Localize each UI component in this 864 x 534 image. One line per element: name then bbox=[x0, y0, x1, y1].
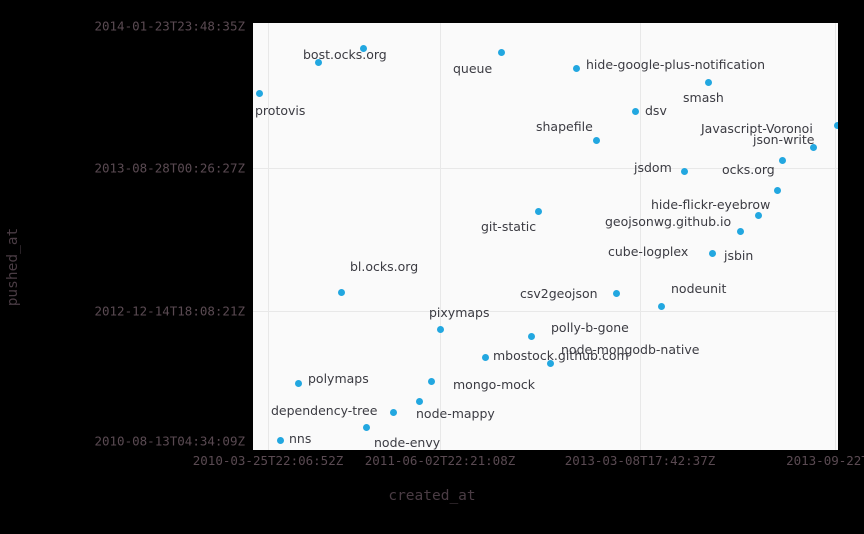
scatter-point-label: polymaps bbox=[308, 370, 369, 386]
x-tick-label: 2010-03-25T22:06:52Z bbox=[192, 453, 344, 468]
scatter-point-label: nns bbox=[289, 430, 312, 446]
scatter-point-label: pixymaps bbox=[429, 304, 490, 320]
scatter-point[interactable] bbox=[314, 58, 322, 66]
gridline-vertical bbox=[268, 23, 269, 450]
scatter-point-label: shapefile bbox=[536, 118, 593, 134]
scatter-point-label: mongo-mock bbox=[453, 376, 536, 392]
scatter-point-label: hide-flickr-eyebrow bbox=[651, 196, 771, 212]
scatter-point[interactable] bbox=[809, 143, 817, 151]
gridline-vertical bbox=[440, 23, 441, 450]
y-tick-label: 2010-08-13T04:34:09Z bbox=[94, 433, 245, 449]
scatter-point[interactable] bbox=[736, 227, 744, 235]
scatter-point-label: git-static bbox=[481, 218, 537, 234]
scatter-point[interactable] bbox=[534, 207, 542, 215]
scatter-point[interactable] bbox=[337, 288, 345, 296]
scatter-point-label: node-mongodb-native bbox=[561, 341, 700, 357]
scatter-point-label: jsbin bbox=[724, 247, 754, 263]
scatter-point-label: bl.ocks.org bbox=[350, 258, 419, 274]
scatter-point[interactable] bbox=[427, 377, 435, 385]
x-tick-label: 2013-09-22T17 bbox=[786, 453, 864, 468]
scatter-point[interactable] bbox=[359, 44, 367, 52]
scatter-point-label: nodeunit bbox=[671, 280, 727, 296]
scatter-point[interactable] bbox=[572, 64, 580, 72]
scatter-point[interactable] bbox=[436, 325, 444, 333]
x-axis-title: created_at bbox=[388, 488, 476, 504]
scatter-point-label: dsv bbox=[645, 102, 667, 118]
gridline-horizontal bbox=[253, 311, 838, 312]
scatter-point[interactable] bbox=[680, 167, 688, 175]
scatter-point[interactable] bbox=[481, 353, 489, 361]
scatter-point-label: bost.ocks.org bbox=[303, 46, 387, 62]
scatter-point[interactable] bbox=[497, 48, 505, 56]
plot-area[interactable]: protovis bost.ocks.org queue hide-google-pl… bbox=[253, 23, 838, 450]
scatter-point-label: queue bbox=[453, 60, 493, 76]
scatter-point[interactable] bbox=[592, 136, 600, 144]
y-tick-label: 2012-12-14T18:08:21Z bbox=[94, 303, 245, 319]
gridline-vertical bbox=[835, 23, 836, 450]
scatter-point-label: node-envy bbox=[374, 434, 441, 450]
scatter-point-label: json-write bbox=[753, 131, 815, 147]
scatter-point[interactable] bbox=[389, 408, 397, 416]
scatter-point[interactable] bbox=[546, 359, 554, 367]
scatter-point[interactable] bbox=[527, 332, 535, 340]
scatter-point[interactable] bbox=[631, 107, 639, 115]
scatter-point[interactable] bbox=[773, 186, 781, 194]
scatter-point[interactable] bbox=[708, 249, 716, 257]
y-tick-label: 2013-08-28T00:26:27Z bbox=[94, 160, 245, 176]
y-axis-title: pushed_at bbox=[5, 227, 21, 307]
scatter-point[interactable] bbox=[778, 156, 786, 164]
scatter-point-label: polly-b-gone bbox=[551, 319, 629, 335]
y-tick-label: 2014-01-23T23:48:35Z bbox=[94, 18, 245, 34]
scatter-point-label: dependency-tree bbox=[271, 402, 378, 418]
scatter-point-label: Javascript-Voronoi bbox=[701, 120, 813, 136]
scatter-point[interactable] bbox=[362, 423, 370, 431]
x-tick-label: 2013-03-08T17:42:37Z bbox=[564, 453, 716, 468]
scatter-point[interactable] bbox=[415, 397, 423, 405]
x-tick-label: 2011-06-02T22:21:08Z bbox=[364, 453, 516, 468]
scatter-point-label: hide-google-plus-notification bbox=[586, 56, 766, 72]
gridline-vertical bbox=[640, 23, 641, 450]
scatter-point[interactable] bbox=[833, 121, 838, 129]
gridline-horizontal bbox=[253, 168, 838, 169]
scatter-point[interactable] bbox=[276, 436, 284, 444]
scatter-point[interactable] bbox=[657, 302, 665, 310]
scatter-point-label: protovis bbox=[255, 102, 306, 118]
scatter-point[interactable] bbox=[612, 289, 620, 297]
scatter-point-label: csv2geojson bbox=[520, 285, 598, 301]
scatter-point-label: smash bbox=[683, 89, 724, 105]
scatter-point[interactable] bbox=[704, 78, 712, 86]
scatter-point-label: mbostock.github.com bbox=[493, 347, 629, 363]
scatter-point[interactable] bbox=[294, 379, 302, 387]
scatter-point[interactable] bbox=[255, 89, 263, 97]
scatter-point-label: jsdom bbox=[634, 159, 672, 175]
scatter-point-label: cube-logplex bbox=[608, 243, 689, 259]
scatter-point-label: geojsonwg.github.io bbox=[605, 213, 732, 229]
scatter-point-label: ocks.org bbox=[722, 161, 775, 177]
scatter-point-label: node-mappy bbox=[416, 405, 495, 421]
scatter-point[interactable] bbox=[754, 211, 762, 219]
